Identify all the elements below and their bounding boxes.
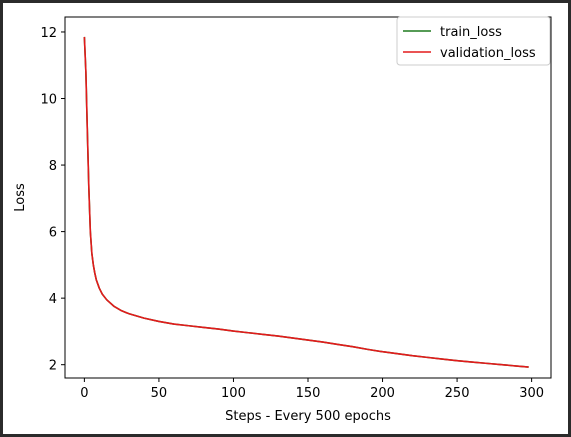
x-tick-label: 100 <box>221 386 246 401</box>
y-tick-label: 4 <box>49 292 57 307</box>
legend-label-validation-loss: validation_loss <box>440 46 536 61</box>
x-tick-label: 250 <box>445 386 470 401</box>
legend-label-train-loss: train_loss <box>440 25 502 40</box>
x-tick-label: 50 <box>151 386 168 401</box>
legend: train_loss validation_loss <box>396 16 551 66</box>
y-axis-label: Loss <box>13 183 28 212</box>
y-tick-label: 8 <box>49 159 57 174</box>
x-axis-label: Steps - Every 500 epochs <box>225 409 391 424</box>
y-tick-label: 10 <box>40 93 57 108</box>
legend-box <box>396 16 551 66</box>
y-tick-label: 6 <box>49 226 57 241</box>
chart-figure: 0 50 100 150 200 250 300 2 4 6 8 10 12 Steps - Every… <box>3 3 568 434</box>
y-tick-label: 2 <box>49 359 57 374</box>
loss-line-chart: 0 50 100 150 200 250 300 2 4 6 8 10 12 Steps - Every… <box>13 16 552 424</box>
x-tick-label: 0 <box>80 386 88 401</box>
plot-frame <box>64 16 552 379</box>
series-line-train-loss <box>83 36 529 368</box>
x-tick-label: 300 <box>519 386 544 401</box>
x-tick-label: 150 <box>296 386 321 401</box>
y-tick-label: 12 <box>40 26 57 41</box>
x-tick-label: 200 <box>370 386 395 401</box>
series-layer <box>83 36 529 368</box>
ticks-layer: 0 50 100 150 200 250 300 2 4 6 8 10 12 <box>40 26 544 401</box>
series-line-validation-loss <box>83 36 529 368</box>
